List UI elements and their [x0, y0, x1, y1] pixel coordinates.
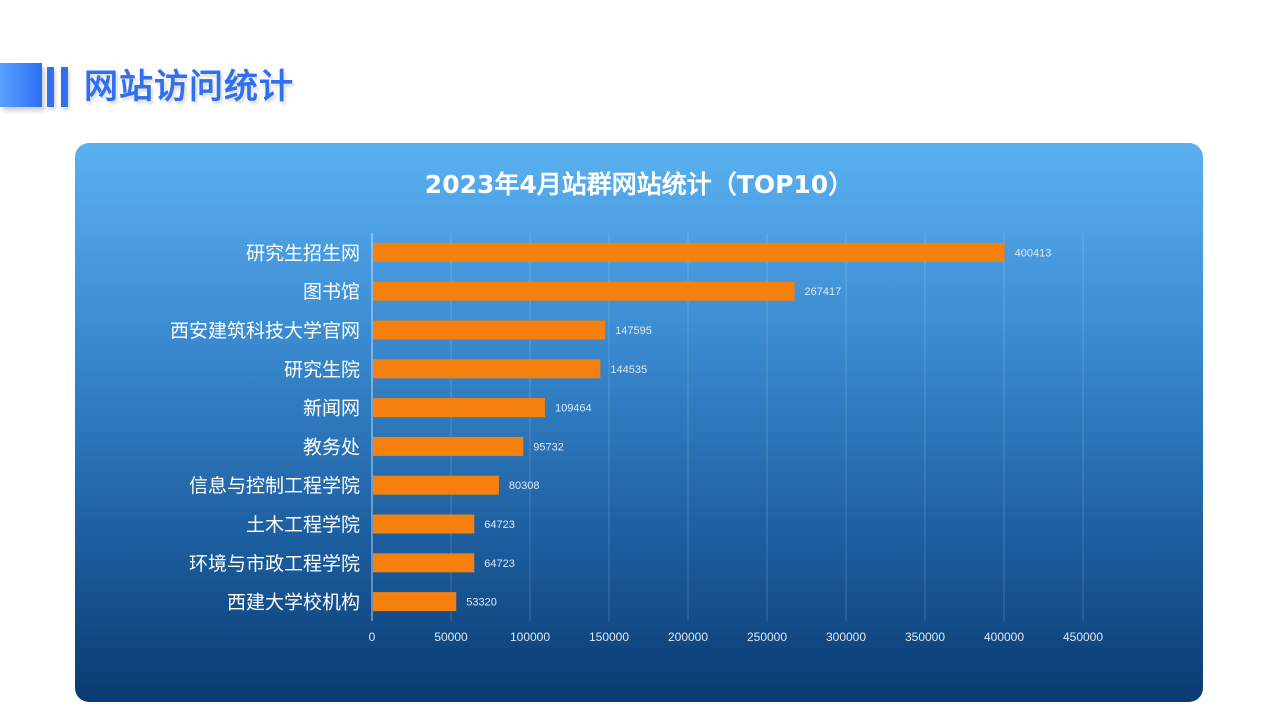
bar	[373, 553, 475, 573]
bar	[373, 242, 1005, 262]
bar	[373, 514, 475, 534]
bar	[373, 359, 601, 379]
bar	[373, 281, 795, 301]
category-label: 信息与控制工程学院	[189, 475, 360, 497]
category-label: 环境与市政工程学院	[189, 553, 360, 575]
category-label: 研究生招生网	[246, 242, 360, 264]
category-label: 土木工程学院	[246, 514, 360, 536]
category-label: 研究生院	[284, 359, 360, 381]
data-label: 53320	[466, 597, 497, 609]
category-label: 图书馆	[303, 281, 360, 303]
bar	[373, 436, 524, 456]
data-label: 64723	[484, 558, 515, 570]
data-label: 400413	[1015, 247, 1052, 259]
bar	[373, 398, 545, 418]
category-label: 西安建筑科技大学官网	[170, 320, 360, 342]
header-decoration-block	[0, 63, 42, 107]
category-label: 教务处	[303, 436, 360, 458]
x-tick-label: 0	[369, 630, 376, 644]
data-label: 147595	[615, 325, 652, 337]
header-decoration-bar	[47, 67, 54, 107]
category-label: 西建大学校机构	[227, 592, 360, 614]
chart-panel: 2023年4月站群网站统计（TOP10） 0 50000 100000 150000 2…	[75, 143, 1203, 702]
data-label: 144535	[610, 364, 647, 376]
x-tick-label: 100000	[510, 630, 550, 644]
bar	[373, 475, 499, 495]
bar	[373, 592, 457, 612]
bar	[373, 320, 606, 340]
bar-chart: 0 50000 100000 150000 200000 250000 300000 3500…	[170, 233, 1103, 644]
x-tick-label: 200000	[668, 630, 708, 644]
data-label: 267417	[805, 286, 842, 298]
x-tick-label: 450000	[1063, 630, 1103, 644]
data-label: 80308	[509, 480, 540, 492]
category-label: 新闻网	[303, 398, 360, 420]
x-tick-label: 350000	[905, 630, 945, 644]
x-tick-label: 250000	[747, 630, 787, 644]
chart-title: 2023年4月站群网站统计（TOP10）	[424, 170, 854, 199]
x-tick-label: 50000	[434, 630, 468, 644]
page-title: 网站访问统计	[84, 67, 294, 107]
data-label: 95732	[533, 441, 564, 453]
x-tick-label: 150000	[589, 630, 629, 644]
data-label: 109464	[555, 403, 592, 415]
data-label: 64723	[484, 519, 515, 531]
x-tick-label: 300000	[826, 630, 866, 644]
header-decoration-bar	[61, 67, 68, 107]
x-tick-label: 400000	[984, 630, 1024, 644]
